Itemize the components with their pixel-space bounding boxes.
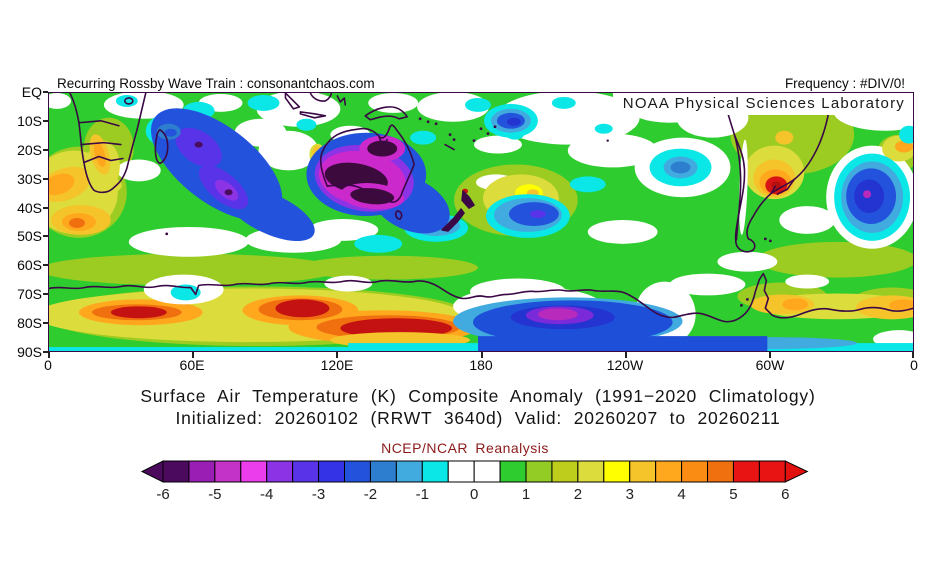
svg-text:4: 4 xyxy=(677,486,685,503)
island-dots xyxy=(165,117,772,307)
lat-tick xyxy=(43,235,48,237)
lat-label: 40S xyxy=(17,200,42,216)
lat-label: 30S xyxy=(17,171,42,187)
svg-text:1: 1 xyxy=(522,486,530,503)
svg-text:6: 6 xyxy=(781,486,789,503)
svg-text:0: 0 xyxy=(470,486,478,503)
svg-text:-2: -2 xyxy=(364,486,377,503)
lat-tick xyxy=(43,149,48,151)
svg-text:2: 2 xyxy=(574,486,582,503)
svg-text:-1: -1 xyxy=(416,486,429,503)
lat-label: 50S xyxy=(17,228,42,244)
svg-text:-5: -5 xyxy=(208,486,221,503)
anomaly-map: NOAA Physical Sciences Laboratory xyxy=(48,92,914,352)
lat-tick xyxy=(43,178,48,180)
lon-tick xyxy=(481,352,483,358)
lat-label: 70S xyxy=(17,286,42,302)
lat-label: 80S xyxy=(17,315,42,331)
svg-text:5: 5 xyxy=(729,486,737,503)
svg-text:3: 3 xyxy=(626,486,634,503)
lat-tick xyxy=(43,351,48,353)
lon-label: 0 xyxy=(910,357,918,373)
lon-label: 120E xyxy=(320,357,354,373)
lat-tick xyxy=(43,91,48,93)
colorbar-graphic: -6 -5 -4 -3 -2 -1 0 1 2 3 4 5 6 xyxy=(140,460,809,503)
lon-label: 0 xyxy=(44,357,52,373)
lon-label: 60E xyxy=(179,357,205,373)
lat-tick xyxy=(43,264,48,266)
lat-tick xyxy=(43,293,48,295)
lon-tick xyxy=(769,352,771,358)
lon-label: 60W xyxy=(755,357,785,373)
anomaly-field-graphic xyxy=(49,93,913,351)
lat-tick xyxy=(43,322,48,324)
header-frequency-text: Frequency : #DIV/0! xyxy=(784,76,905,91)
lon-tick xyxy=(336,352,338,358)
lon-tick xyxy=(48,352,50,358)
svg-text:-6: -6 xyxy=(156,486,169,503)
lon-label: 180 xyxy=(469,357,493,373)
plot-title: Surface Air Temperature (K) Composite An… xyxy=(140,386,816,406)
header-left-text: Recurring Rossby Wave Train : consonantc… xyxy=(57,76,375,91)
lat-label: 10S xyxy=(17,113,42,129)
lon-tick xyxy=(625,352,627,358)
lat-label: EQ xyxy=(21,84,42,100)
lat-tick xyxy=(43,207,48,209)
coastlines xyxy=(49,93,913,323)
lon-tick xyxy=(912,352,914,358)
watermark-label: NOAA Physical Sciences Laboratory xyxy=(612,93,913,115)
title-block: Surface Air Temperature (K) Composite An… xyxy=(26,385,930,429)
lat-label: 90S xyxy=(17,344,42,360)
svg-text:-4: -4 xyxy=(260,486,273,503)
svg-text:-3: -3 xyxy=(312,486,325,503)
lat-label: 20S xyxy=(17,142,42,158)
anomaly-field xyxy=(49,93,913,351)
lon-tick xyxy=(192,352,194,358)
colorbar-source-label: NCEP/NCAR Reanalysis xyxy=(381,440,549,456)
lat-tick xyxy=(43,120,48,122)
colorbar: -6 -5 -4 -3 -2 -1 0 1 2 3 4 5 6 xyxy=(140,456,820,504)
lat-label: 60S xyxy=(17,257,42,273)
plot-subtitle: Initialized: 20260102 (RRWT 3640d) Valid… xyxy=(175,408,781,428)
lon-label: 120W xyxy=(606,357,644,373)
